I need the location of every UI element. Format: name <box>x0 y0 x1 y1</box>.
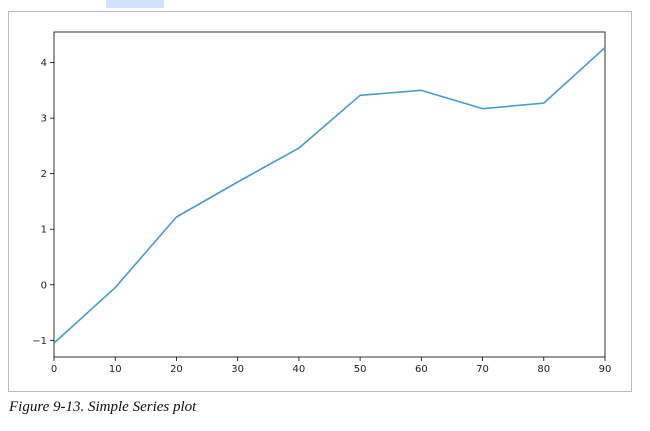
x-tick-label: 0 <box>51 364 57 375</box>
y-axis-ticks: −1 0 1 2 3 4 <box>32 58 54 347</box>
x-tick-label: 30 <box>231 364 244 375</box>
y-tick-label: 0 <box>41 280 47 291</box>
code-snippet-fragment <box>0 0 190 11</box>
code-highlight <box>106 0 164 8</box>
x-tick-label: 70 <box>476 364 489 375</box>
y-tick-label: 1 <box>41 225 47 236</box>
y-tick-label: 4 <box>41 58 47 69</box>
y-tick-label: −1 <box>32 336 47 347</box>
x-tick-label: 80 <box>537 364 550 375</box>
x-tick-label: 60 <box>415 364 428 375</box>
y-tick-label: 3 <box>41 114 47 125</box>
figure-frame <box>8 11 632 392</box>
x-tick-label: 10 <box>109 364 122 375</box>
series-lines <box>53 46 606 344</box>
plot-axes <box>53 31 606 358</box>
x-tick-label: 40 <box>293 364 306 375</box>
plot-frame <box>53 31 606 358</box>
x-axis-ticks: 0 10 20 30 40 50 60 70 80 90 <box>51 357 612 375</box>
y-tick-label: 2 <box>41 169 47 180</box>
x-tick-label: 90 <box>599 364 612 375</box>
x-tick-label: 50 <box>354 364 367 375</box>
x-tick-label: 20 <box>170 364 183 375</box>
figure-caption: Figure 9-13. Simple Series plot <box>9 399 197 415</box>
series-line-0 <box>53 46 606 344</box>
